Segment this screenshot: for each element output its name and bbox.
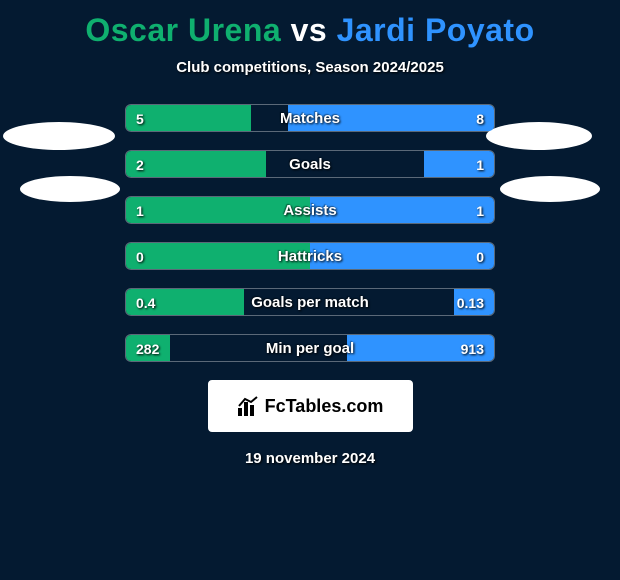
- bar-right: [310, 197, 494, 223]
- subtitle: Club competitions, Season 2024/2025: [0, 59, 620, 76]
- page-title: Oscar Urena vs Jardi Poyato: [0, 0, 620, 49]
- bar-right: [424, 151, 494, 177]
- team-logo-placeholder: [486, 122, 592, 150]
- date-text: 19 november 2024: [0, 450, 620, 467]
- stat-row: 0.40.13Goals per match: [125, 288, 495, 316]
- stat-row: 00Hattricks: [125, 242, 495, 270]
- bar-right: [288, 105, 494, 131]
- stat-row: 21Goals: [125, 150, 495, 178]
- player1-name: Oscar Urena: [85, 12, 281, 48]
- stat-row: 282913Min per goal: [125, 334, 495, 362]
- stat-row: 11Assists: [125, 196, 495, 224]
- player2-name: Jardi Poyato: [337, 12, 535, 48]
- bar-left: [126, 289, 244, 315]
- bar-left: [126, 243, 310, 269]
- vs-separator: vs: [291, 12, 328, 48]
- team-logo-placeholder: [20, 176, 120, 202]
- team-logo-placeholder: [500, 176, 600, 202]
- stat-row: 58Matches: [125, 104, 495, 132]
- stats-container: 58Matches 21Goals 11Assists 00Hattricks 0.40…: [125, 104, 495, 362]
- bar-left: [126, 197, 310, 223]
- brand-text: FcTables.com: [265, 396, 384, 417]
- chart-icon: [237, 396, 259, 416]
- bar-left: [126, 335, 170, 361]
- bar-right: [454, 289, 494, 315]
- brand-badge: FcTables.com: [208, 380, 413, 432]
- bar-right: [347, 335, 494, 361]
- bar-right: [310, 243, 494, 269]
- bar-left: [126, 105, 251, 131]
- bar-left: [126, 151, 266, 177]
- team-logo-placeholder: [3, 122, 115, 150]
